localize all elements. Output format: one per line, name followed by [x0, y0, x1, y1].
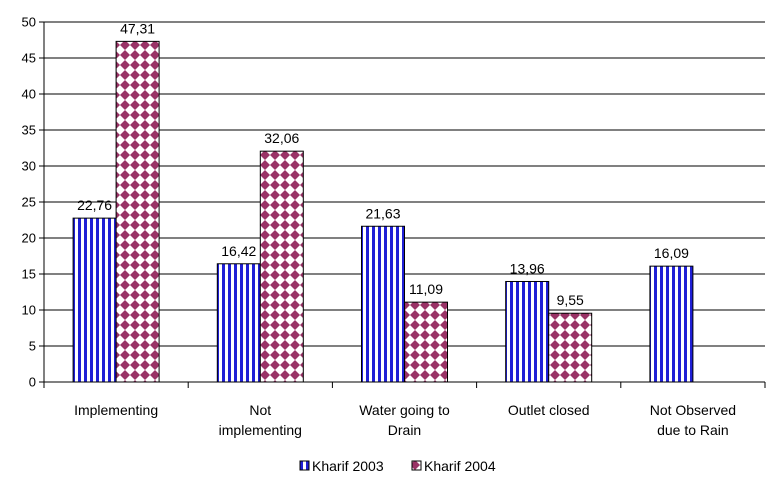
y-tick-label: 35: [22, 123, 36, 138]
y-tick-label: 30: [22, 159, 36, 174]
legend-swatch-kharif-2004: [411, 460, 422, 471]
bar-kharif-2004: [548, 312, 593, 383]
bar-kharif-2003: [649, 265, 694, 383]
bar-kharif-2004: [259, 150, 304, 383]
data-label: 9,55: [557, 292, 584, 308]
y-tick-label: 0: [29, 375, 36, 390]
y-tick-label: 20: [22, 231, 36, 246]
x-category-label: due to Rain: [657, 422, 729, 438]
x-axis: Implementing Not implementing Water going t…: [43, 381, 766, 438]
gridlines: [44, 21, 765, 347]
x-category-label: Implementing: [74, 402, 158, 418]
legend: Kharif 2003 Kharif 2004: [299, 458, 496, 474]
y-tick-label: 5: [29, 339, 36, 354]
x-category-label: Not Observed: [650, 402, 736, 418]
bar-kharif-2003: [505, 280, 550, 383]
y-tick-label: 10: [22, 303, 36, 318]
y-tick-label: 45: [22, 51, 36, 66]
bar-kharif-2003: [72, 217, 117, 383]
legend-swatch-kharif-2003: [299, 460, 310, 471]
x-category-label: Water going to: [359, 402, 450, 418]
bar-kharif-2003: [216, 263, 261, 383]
y-tick-label: 50: [22, 15, 36, 30]
x-category-label: Outlet closed: [508, 402, 590, 418]
data-label: 13,96: [510, 260, 545, 276]
x-category-label: Drain: [388, 422, 421, 438]
x-category-label: implementing: [219, 422, 302, 438]
data-label: 16,42: [221, 243, 256, 259]
y-tick-label: 40: [22, 87, 36, 102]
bar-kharif-2003: [361, 225, 405, 383]
data-label: 11,09: [409, 281, 443, 297]
data-label: 16,09: [654, 245, 689, 261]
data-label: 21,63: [365, 205, 400, 221]
y-axis: 0 5 10 15 20 25 30 35 40 45 50: [22, 15, 45, 390]
bar-kharif-2004: [404, 301, 448, 383]
data-label: 22,76: [77, 197, 112, 213]
bars-group: [72, 40, 694, 383]
x-category-label: Not: [249, 402, 271, 418]
data-labels: 22,76 47,31 16,42 32,06 21,63 11,09 13,96 9,55 1…: [77, 20, 689, 308]
legend-label: Kharif 2004: [424, 458, 496, 474]
data-label: 32,06: [264, 130, 299, 146]
bar-kharif-2004: [115, 40, 160, 383]
data-label: 47,31: [120, 20, 155, 36]
legend-label: Kharif 2003: [312, 458, 384, 474]
y-tick-label: 25: [22, 195, 36, 210]
y-tick-label: 15: [22, 267, 36, 282]
